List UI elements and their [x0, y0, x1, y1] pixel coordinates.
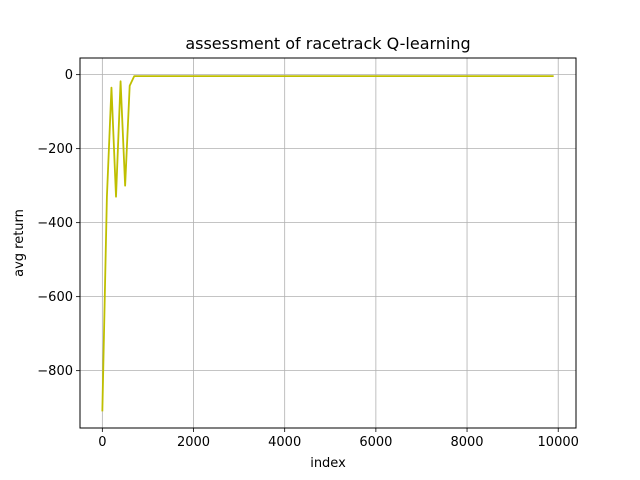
- plot-area: [80, 58, 576, 428]
- y-tick-label: −200: [37, 142, 73, 157]
- axis-ticks: 0 2000 4000 6000 8000 10000 0 −200 −400 −600 −800: [37, 68, 579, 450]
- x-tick-label: 6000: [359, 435, 392, 450]
- x-tick-label: 8000: [450, 435, 483, 450]
- grid-lines: [80, 58, 576, 428]
- series-line: [101, 75, 554, 412]
- x-tick-label: 2000: [177, 435, 210, 450]
- y-tick-label: −600: [37, 290, 73, 305]
- series-layer: [101, 75, 554, 412]
- x-axis-label: index: [310, 456, 346, 471]
- chart-title: assessment of racetrack Q-learning: [185, 34, 470, 53]
- x-tick-label: 10000: [538, 435, 579, 450]
- x-tick-label: 0: [98, 435, 106, 450]
- y-axis-label: avg return: [12, 209, 27, 277]
- y-tick-label: −400: [37, 216, 73, 231]
- axes-frame: [79, 57, 577, 429]
- y-tick-label: 0: [65, 68, 73, 83]
- x-tick-label: 4000: [268, 435, 301, 450]
- y-tick-label: −800: [37, 364, 73, 379]
